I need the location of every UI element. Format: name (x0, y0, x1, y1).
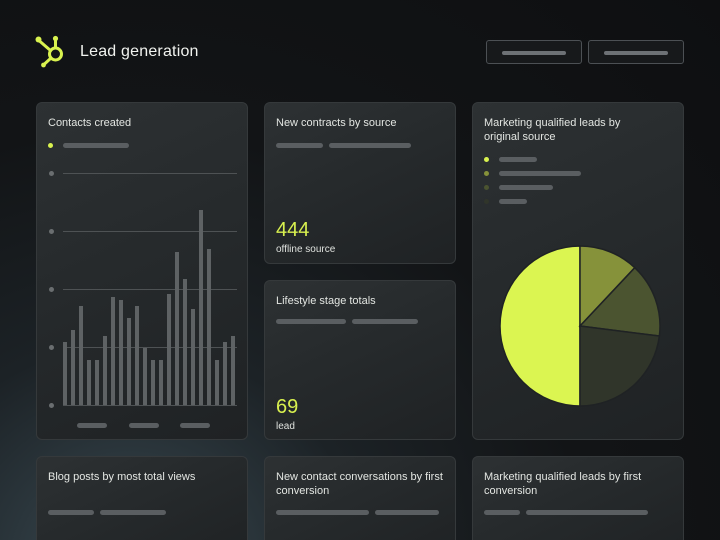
metric-value: 444 (276, 219, 310, 241)
contact-conversations-card[interactable]: New contact conversations by first conve… (264, 456, 456, 540)
chart-bar (167, 294, 171, 405)
button-label-placeholder (604, 51, 668, 55)
legend-dot (484, 199, 489, 204)
chart-bar (207, 249, 211, 405)
axis-dot (49, 287, 54, 292)
pie-slice (578, 266, 661, 337)
lifestyle-stage-card[interactable]: Lifestyle stage totals 69 lead (264, 280, 456, 440)
gridline (63, 173, 237, 174)
legend-label-placeholder (499, 171, 581, 176)
chart-bar (215, 360, 219, 405)
card-title: Marketing qualified leads by original so… (484, 117, 621, 143)
mql-first-conversion-card[interactable]: Marketing qualified leads by first conve… (472, 456, 684, 540)
legend-label-placeholder (499, 157, 537, 162)
chart-bar (79, 306, 83, 405)
legend-dot (484, 157, 489, 162)
chart-bar (103, 336, 107, 405)
card-title: Lifestyle stage totals (276, 295, 376, 307)
hubspot-sprocket-icon (35, 35, 63, 68)
card-title: Blog posts by most total views (48, 471, 196, 483)
filter-placeholder (100, 510, 166, 515)
chart-bar (183, 279, 187, 405)
pie-slice (579, 245, 636, 328)
filter-placeholder (484, 510, 520, 515)
chart-bar (159, 360, 163, 405)
gridline (63, 289, 237, 290)
card-title: Marketing qualified leads by first conve… (484, 471, 642, 497)
pie-chart (499, 245, 661, 407)
chart-bar (231, 336, 235, 405)
card-title: New contact conversations by first conve… (276, 471, 443, 497)
filter-placeholder (276, 510, 369, 515)
page-header: Lead generation (34, 34, 684, 70)
chart-bar (175, 252, 179, 405)
chart-bar (127, 318, 131, 405)
pie-slice (499, 245, 581, 407)
filter-placeholder (276, 319, 346, 324)
legend-dot (484, 185, 489, 190)
metric-value: 69 (276, 396, 299, 418)
axis-dot (49, 403, 54, 408)
chart-bar (191, 309, 195, 405)
filter-placeholder (48, 510, 94, 515)
metric-label: lead (276, 421, 295, 432)
chart-bar (87, 360, 91, 405)
x-tick-placeholder (129, 423, 159, 428)
legend-label-placeholder (63, 143, 129, 148)
legend-label-placeholder (499, 185, 553, 190)
filter-placeholder (352, 319, 418, 324)
chart-bar (95, 360, 99, 405)
legend-dot (48, 143, 53, 148)
legend-dot (484, 171, 489, 176)
chart-bar (135, 306, 139, 405)
chart-bar (143, 348, 147, 405)
x-tick-placeholder (180, 423, 210, 428)
chart-bar (119, 300, 123, 405)
gridline (63, 347, 237, 348)
page-title: Lead generation (80, 43, 199, 60)
button-label-placeholder (502, 51, 566, 55)
filter-placeholder (526, 510, 648, 515)
pie-slice (579, 325, 661, 407)
axis-dot (49, 171, 54, 176)
contacts-created-card[interactable]: Contacts created (36, 102, 248, 440)
filter-placeholder (276, 143, 323, 148)
new-contracts-card[interactable]: New contracts by source 444 offline sour… (264, 102, 456, 264)
x-tick-placeholder (77, 423, 107, 428)
chart-bar (111, 297, 115, 405)
gridline (63, 405, 237, 406)
header-action-button-1[interactable] (486, 40, 582, 64)
blog-posts-card[interactable]: Blog posts by most total views (36, 456, 248, 540)
chart-bar (63, 342, 67, 405)
axis-dot (49, 229, 54, 234)
axis-dot (49, 345, 54, 350)
bar-chart-area (63, 195, 239, 405)
legend-label-placeholder (499, 199, 527, 204)
chart-bar (71, 330, 75, 405)
header-action-button-2[interactable] (588, 40, 684, 64)
filter-placeholder (375, 510, 439, 515)
chart-bar (223, 342, 227, 405)
filter-placeholder (329, 143, 411, 148)
metric-label: offline source (276, 244, 336, 255)
card-title: New contracts by source (276, 117, 397, 129)
mql-original-source-card[interactable]: Marketing qualified leads by original so… (472, 102, 684, 440)
chart-bar (151, 360, 155, 405)
card-title: Contacts created (48, 117, 132, 129)
chart-bar (199, 210, 203, 405)
gridline (63, 231, 237, 232)
